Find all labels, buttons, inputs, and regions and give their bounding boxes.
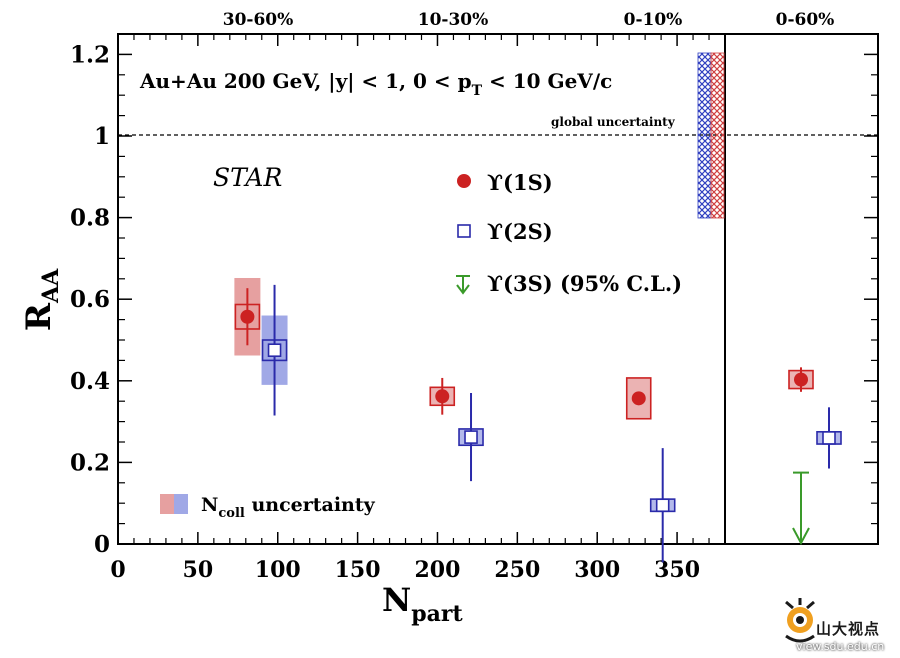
watermark-text: 山大视点 xyxy=(816,620,881,638)
ncoll-legend-blue-box xyxy=(174,494,188,514)
ncoll-uncertainty-label: Ncoll uncertainty xyxy=(201,494,376,521)
y-tick-label: 0.8 xyxy=(70,205,110,232)
centrality-label-0-60: 0-60% xyxy=(776,10,835,30)
ncoll-legend-red-box xyxy=(160,494,174,514)
experiment-label: STAR xyxy=(213,163,282,192)
y-tick-label: 0.4 xyxy=(70,368,110,395)
ups1s-side-point-marker xyxy=(794,372,808,387)
y-tick-label: 0.2 xyxy=(70,449,110,476)
ups1s-point-marker xyxy=(435,389,450,404)
y-tick-label: 1.2 xyxy=(70,41,110,68)
sdu-logo-icon xyxy=(785,598,815,643)
x-tick-label: 150 xyxy=(335,557,381,583)
global-uncertainty-label: global uncertainty xyxy=(551,115,676,129)
chart-title: Au+Au 200 GeV, |y| < 1, 0 < pT < 10 GeV/… xyxy=(139,69,612,99)
global-uncertainty-band-blue xyxy=(697,52,712,219)
watermark-url: view.sdu.edu.cn xyxy=(796,640,885,653)
legend-label-ups3s: ϒ(3S) (95% C.L.) xyxy=(487,271,682,296)
ups1s-point-marker xyxy=(631,391,646,406)
centrality-label-30-60: 30-60% xyxy=(223,10,294,30)
legend-label-ups1s: ϒ(1S) xyxy=(487,170,553,195)
legend-marker-ups1s xyxy=(457,174,471,188)
y-tick-label: 1 xyxy=(94,123,110,150)
x-tick-label: 0 xyxy=(110,557,125,583)
centrality-label-0-10: 0-10% xyxy=(624,10,683,30)
x-tick-label: 50 xyxy=(183,557,214,583)
x-axis-title: Npart xyxy=(382,581,463,627)
ups1s-point-marker xyxy=(240,309,255,324)
x-tick-label: 200 xyxy=(415,557,461,583)
side-plot-frame xyxy=(724,33,879,545)
legend-marker-ups3s xyxy=(456,275,470,295)
x-tick-label: 250 xyxy=(494,557,540,583)
centrality-label-10-30: 10-30% xyxy=(418,10,489,30)
global-uncertainty-band-red xyxy=(710,52,725,219)
ups2s-point-marker xyxy=(464,430,478,444)
x-tick-label: 100 xyxy=(255,557,301,583)
ups2s-point-marker xyxy=(267,343,282,358)
ups2s-point-marker xyxy=(655,498,670,513)
y-tick-label: 0 xyxy=(94,531,110,558)
legend-marker-ups2s xyxy=(457,224,471,238)
x-tick-label: 350 xyxy=(654,557,700,583)
ups2s-side-point-marker xyxy=(822,431,836,445)
ups3s-limit-arrowhead xyxy=(792,527,810,546)
x-tick-label: 300 xyxy=(574,557,620,583)
legend-label-ups2s: ϒ(2S) xyxy=(487,219,553,244)
y-axis-title: RAA xyxy=(19,268,64,331)
y-tick-label: 0.6 xyxy=(70,286,110,313)
